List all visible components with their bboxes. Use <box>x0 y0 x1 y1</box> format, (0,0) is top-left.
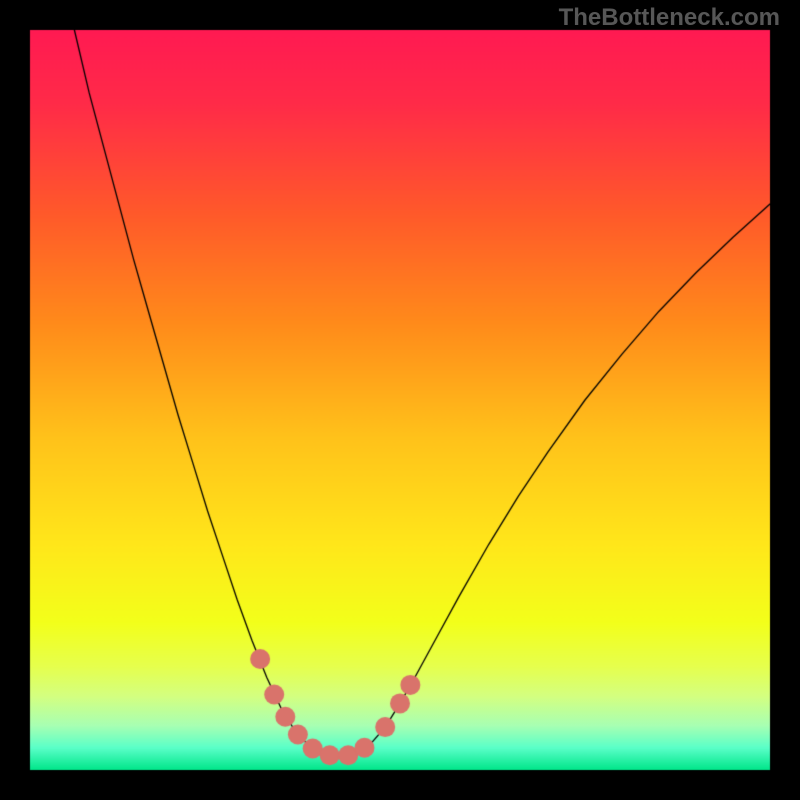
bottleneck-curve-chart <box>0 0 800 800</box>
chart-container: { "canvas": { "width": 800, "height": 80… <box>0 0 800 800</box>
watermark-text: TheBottleneck.com <box>559 4 780 32</box>
